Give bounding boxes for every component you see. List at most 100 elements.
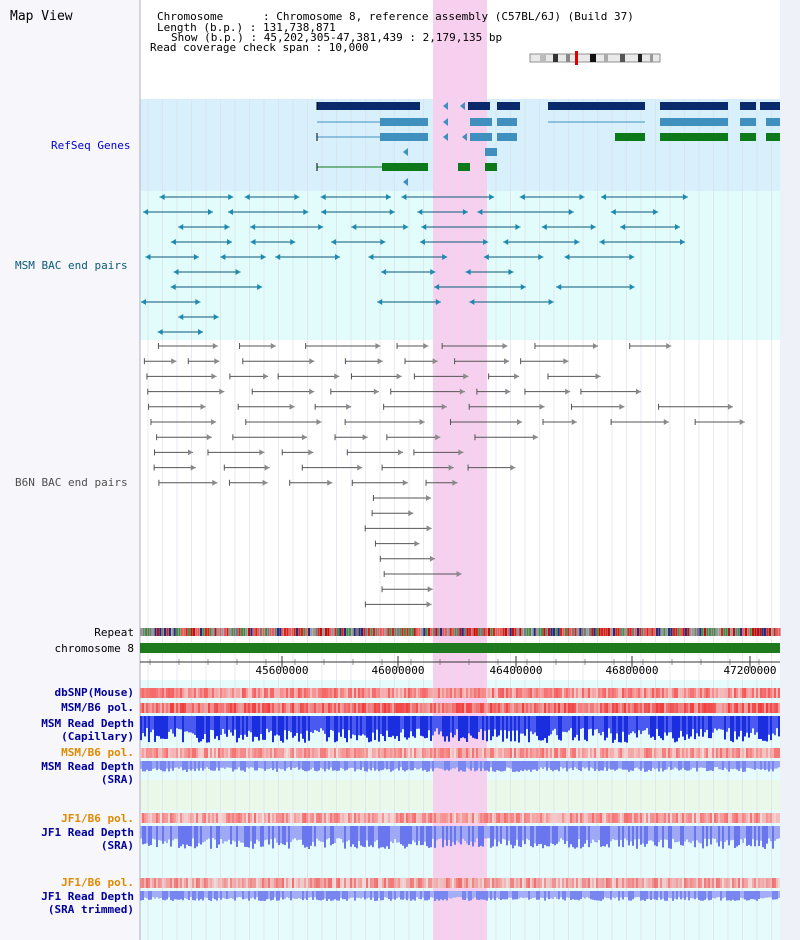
jf1-sra-depth — [592, 826, 594, 840]
msm-b6-pol-heat — [594, 703, 596, 713]
msm-capillary-depth — [466, 716, 468, 742]
msm-capillary-depth — [178, 716, 180, 730]
msm-b6-pol-heat — [422, 703, 424, 713]
msm-b6-pol-heat — [518, 703, 520, 713]
jf1-b6-pol-trim-heat — [748, 878, 750, 888]
repeat-feature — [742, 628, 745, 636]
msm-b6-pol-heat — [664, 703, 666, 713]
jf1-trimmed-depth — [220, 891, 222, 900]
msm-bac-end — [207, 209, 213, 215]
jf1-b6-pol-heat — [592, 813, 594, 823]
jf1-trimmed-depth — [674, 891, 676, 899]
msm-b6-pol-sra-heat — [646, 748, 648, 758]
jf1-b6-pol-trim-heat — [318, 878, 320, 888]
msm-capillary-depth — [182, 716, 184, 743]
jf1-b6-pol-trim-heat — [598, 878, 600, 888]
repeat-feature — [308, 628, 311, 636]
msm-b6-pol-heat — [634, 703, 636, 713]
msm-sra-depth — [386, 761, 388, 770]
msm-capillary-depth — [470, 716, 472, 736]
jf1-sra-depth — [226, 826, 228, 842]
msm-bac-label[interactable]: MSM BAC end pairs — [15, 259, 128, 272]
jf1-b6-pol-trimmed-label: JF1/B6 pol. — [61, 876, 134, 889]
msm-b6-pol-sra-heat — [308, 748, 310, 758]
msm-b6-pol-sra-heat — [570, 748, 572, 758]
jf1-b6-pol-trim-heat — [426, 878, 428, 888]
msm-sra-depth — [594, 761, 596, 772]
msm-b6-pol-heat — [684, 703, 686, 713]
msm-b6-pol-sra-heat — [330, 748, 332, 758]
jf1-sra-depth — [642, 826, 644, 844]
jf1-sra-depth — [308, 826, 310, 849]
msm-b6-pol-sra-heat — [568, 748, 570, 758]
jf1-b6-pol-heat — [398, 813, 400, 823]
jf1-sra-depth — [174, 826, 176, 839]
jf1-b6-pol-trim-heat — [414, 878, 416, 888]
jf1-trimmed-depth — [262, 891, 264, 901]
msm-capillary-depth — [622, 716, 624, 732]
msm-b6-pol-heat — [644, 703, 646, 713]
jf1-b6-pol-heat — [724, 813, 726, 823]
jf1-trimmed-depth — [630, 891, 632, 901]
msm-sra-depth — [296, 761, 298, 768]
msm-sra-depth — [174, 761, 176, 768]
msm-capillary-depth — [338, 716, 340, 733]
msm-b6-pol-sra-heat — [716, 748, 718, 758]
dbsnp-heat — [238, 688, 240, 698]
msm-b6-pol-heat — [530, 703, 532, 713]
msm-b6-pol-heat — [222, 703, 224, 713]
repeat-feature — [180, 628, 183, 636]
jf1-b6-pol-trim-heat — [188, 878, 190, 888]
dbsnp-heat — [156, 688, 158, 698]
msm-b6-pol-sra-heat — [354, 748, 356, 758]
msm-b6-pol-sra-heat — [282, 748, 284, 758]
refseq-genes-label[interactable]: RefSeq Genes — [51, 139, 131, 152]
msm-bac-end — [674, 224, 680, 230]
jf1-b6-pol-heat — [652, 813, 654, 823]
jf1-b6-pol-heat — [520, 813, 522, 823]
msm-b6-pol-heat — [620, 703, 622, 713]
msm-b6-pol-heat — [276, 703, 278, 713]
msm-capillary-depth — [588, 716, 590, 730]
repeat-feature — [586, 628, 589, 636]
dbsnp-heat — [598, 688, 600, 698]
jf1-sra-depth — [190, 826, 192, 847]
msm-sra-depth — [742, 761, 744, 772]
jf1-sra-depth — [384, 826, 386, 849]
dbsnp-heat — [300, 688, 302, 698]
jf1-sra-depth — [620, 826, 622, 840]
msm-sra-depth — [694, 761, 696, 768]
msm-sra-depth — [308, 761, 310, 771]
dbsnp-heat — [564, 688, 566, 698]
msm-sra-depth — [336, 761, 338, 771]
jf1-b6-pol-heat — [392, 813, 394, 823]
msm-b6-pol-heat — [266, 703, 268, 713]
jf1-trimmed-depth — [520, 891, 522, 898]
jf1-b6-pol-trim-heat — [660, 878, 662, 888]
msm-b6-pol-sra-heat — [446, 748, 448, 758]
msm-capillary-depth — [710, 716, 712, 739]
jf1-sra-depth — [550, 826, 552, 844]
jf1-b6-pol-trim-heat — [652, 878, 654, 888]
jf1-trimmed-depth — [280, 891, 282, 898]
dbsnp-heat — [384, 688, 386, 698]
jf1-sra-depth — [650, 826, 652, 841]
msm-capillary-depth — [716, 716, 718, 731]
jf1-sra-depth — [376, 826, 378, 841]
dbsnp-heat — [260, 688, 262, 698]
jf1-trimmed-depth — [742, 891, 744, 899]
jf1-trimmed-depth — [732, 891, 734, 900]
jf1-sra-depth — [408, 826, 410, 844]
msm-b6-pol-sra-heat — [240, 748, 242, 758]
msm-b6-pol-heat — [596, 703, 598, 713]
jf1-trimmed-depth — [472, 891, 474, 899]
msm-capillary-depth — [394, 716, 396, 739]
msm-capillary-depth — [764, 716, 766, 741]
msm-b6-pol-sra-heat — [406, 748, 408, 758]
dbsnp-heat — [528, 688, 530, 698]
msm-b6-pol-sra-heat — [620, 748, 622, 758]
dbsnp-heat — [492, 688, 494, 698]
msm-sra-depth — [354, 761, 356, 772]
b6n-bac-label[interactable]: B6N BAC end pairs — [15, 476, 128, 489]
